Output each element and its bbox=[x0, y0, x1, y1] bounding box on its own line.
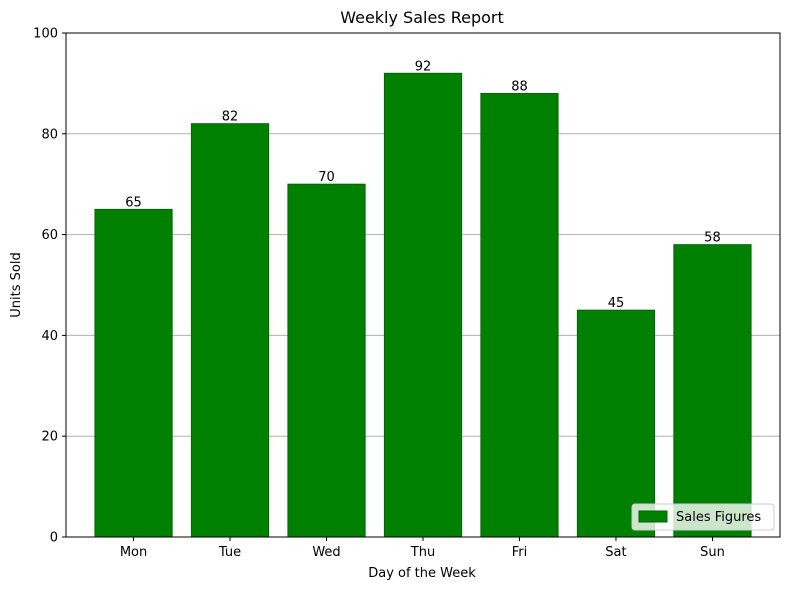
data-label-sun: 58 bbox=[704, 231, 721, 246]
x-tick-label-thu: Thu bbox=[410, 545, 435, 560]
bar-mon bbox=[94, 208, 173, 538]
data-label-wed: 70 bbox=[318, 170, 335, 185]
data-label-thu: 92 bbox=[415, 59, 432, 74]
legend: Sales Figures bbox=[631, 503, 775, 531]
x-axis-label: Day of the Week bbox=[368, 566, 476, 581]
x-tick-label-sat: Sat bbox=[605, 545, 626, 560]
y-tick-label: 60 bbox=[41, 228, 58, 243]
y-axis-label: Units Sold bbox=[9, 252, 24, 317]
y-tick-label: 100 bbox=[33, 27, 58, 42]
legend-label-sales-figures: Sales Figures bbox=[676, 510, 761, 525]
data-labels: 65 82 70 92 88 45 58 bbox=[125, 59, 720, 311]
data-label-fri: 88 bbox=[511, 79, 528, 94]
bars bbox=[94, 72, 752, 538]
y-tick-label: 80 bbox=[41, 127, 58, 142]
x-tick-label-wed: Wed bbox=[312, 545, 340, 560]
y-axis: 0 20 40 60 80 100 bbox=[33, 27, 66, 546]
chart-title: Weekly Sales Report bbox=[340, 8, 504, 27]
bar-tue bbox=[190, 123, 270, 538]
bar-thu bbox=[383, 72, 463, 538]
bar-sun bbox=[673, 244, 752, 538]
data-label-sat: 45 bbox=[608, 296, 625, 311]
bar-fri bbox=[480, 92, 559, 538]
data-label-mon: 65 bbox=[125, 195, 142, 210]
bar-sat bbox=[576, 309, 656, 538]
x-tick-label-fri: Fri bbox=[512, 545, 528, 560]
y-tick-label: 20 bbox=[41, 430, 58, 445]
legend-swatch-sales-figures bbox=[638, 510, 668, 523]
x-tick-label-mon: Mon bbox=[120, 545, 147, 560]
y-tick-label: 0 bbox=[50, 531, 58, 546]
x-tick-label-sun: Sun bbox=[700, 545, 725, 560]
x-axis: Mon Tue Wed Thu Fri Sat Sun bbox=[120, 537, 725, 560]
bar-wed bbox=[287, 183, 366, 538]
y-tick-label: 40 bbox=[41, 329, 58, 344]
data-label-tue: 82 bbox=[222, 110, 239, 125]
x-tick-label-tue: Tue bbox=[218, 545, 241, 560]
